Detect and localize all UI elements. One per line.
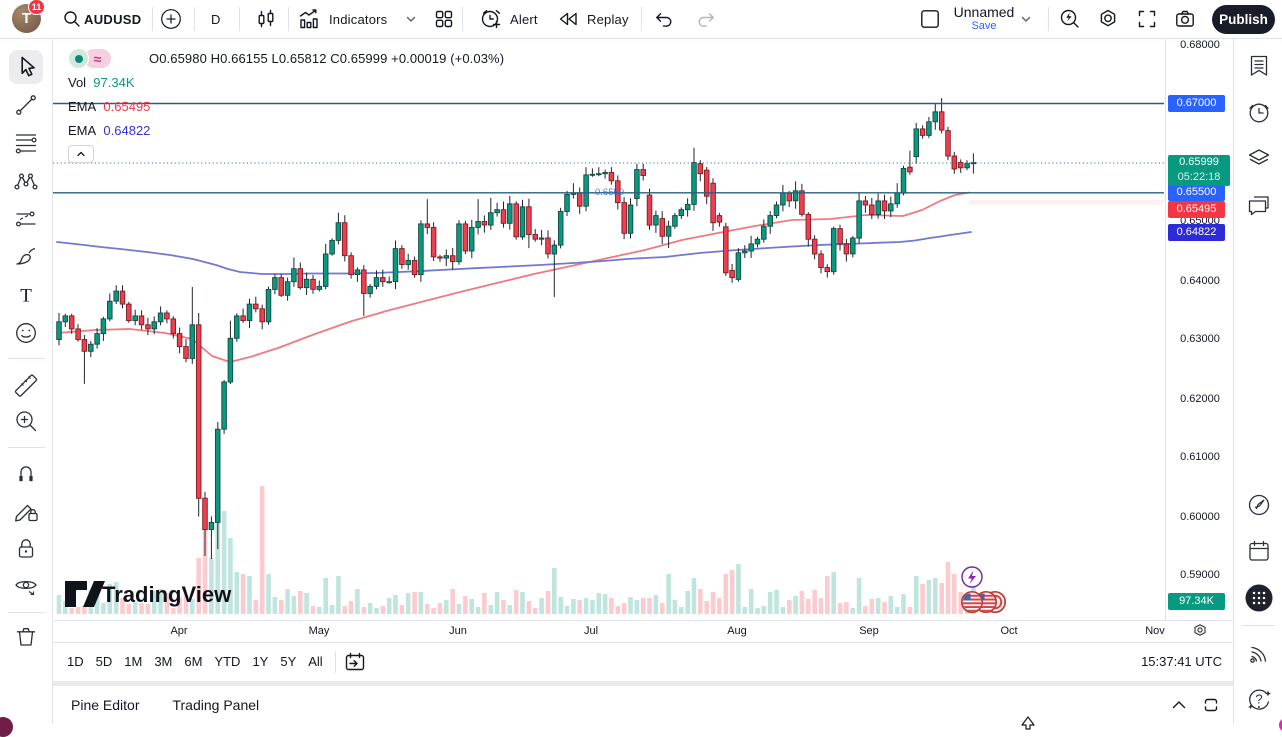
svg-text:TradingView: TradingView — [102, 582, 232, 607]
svg-text:T: T — [20, 286, 32, 307]
svg-text:?: ? — [1255, 692, 1262, 707]
svg-text:0.6550: 0.6550 — [595, 187, 624, 198]
